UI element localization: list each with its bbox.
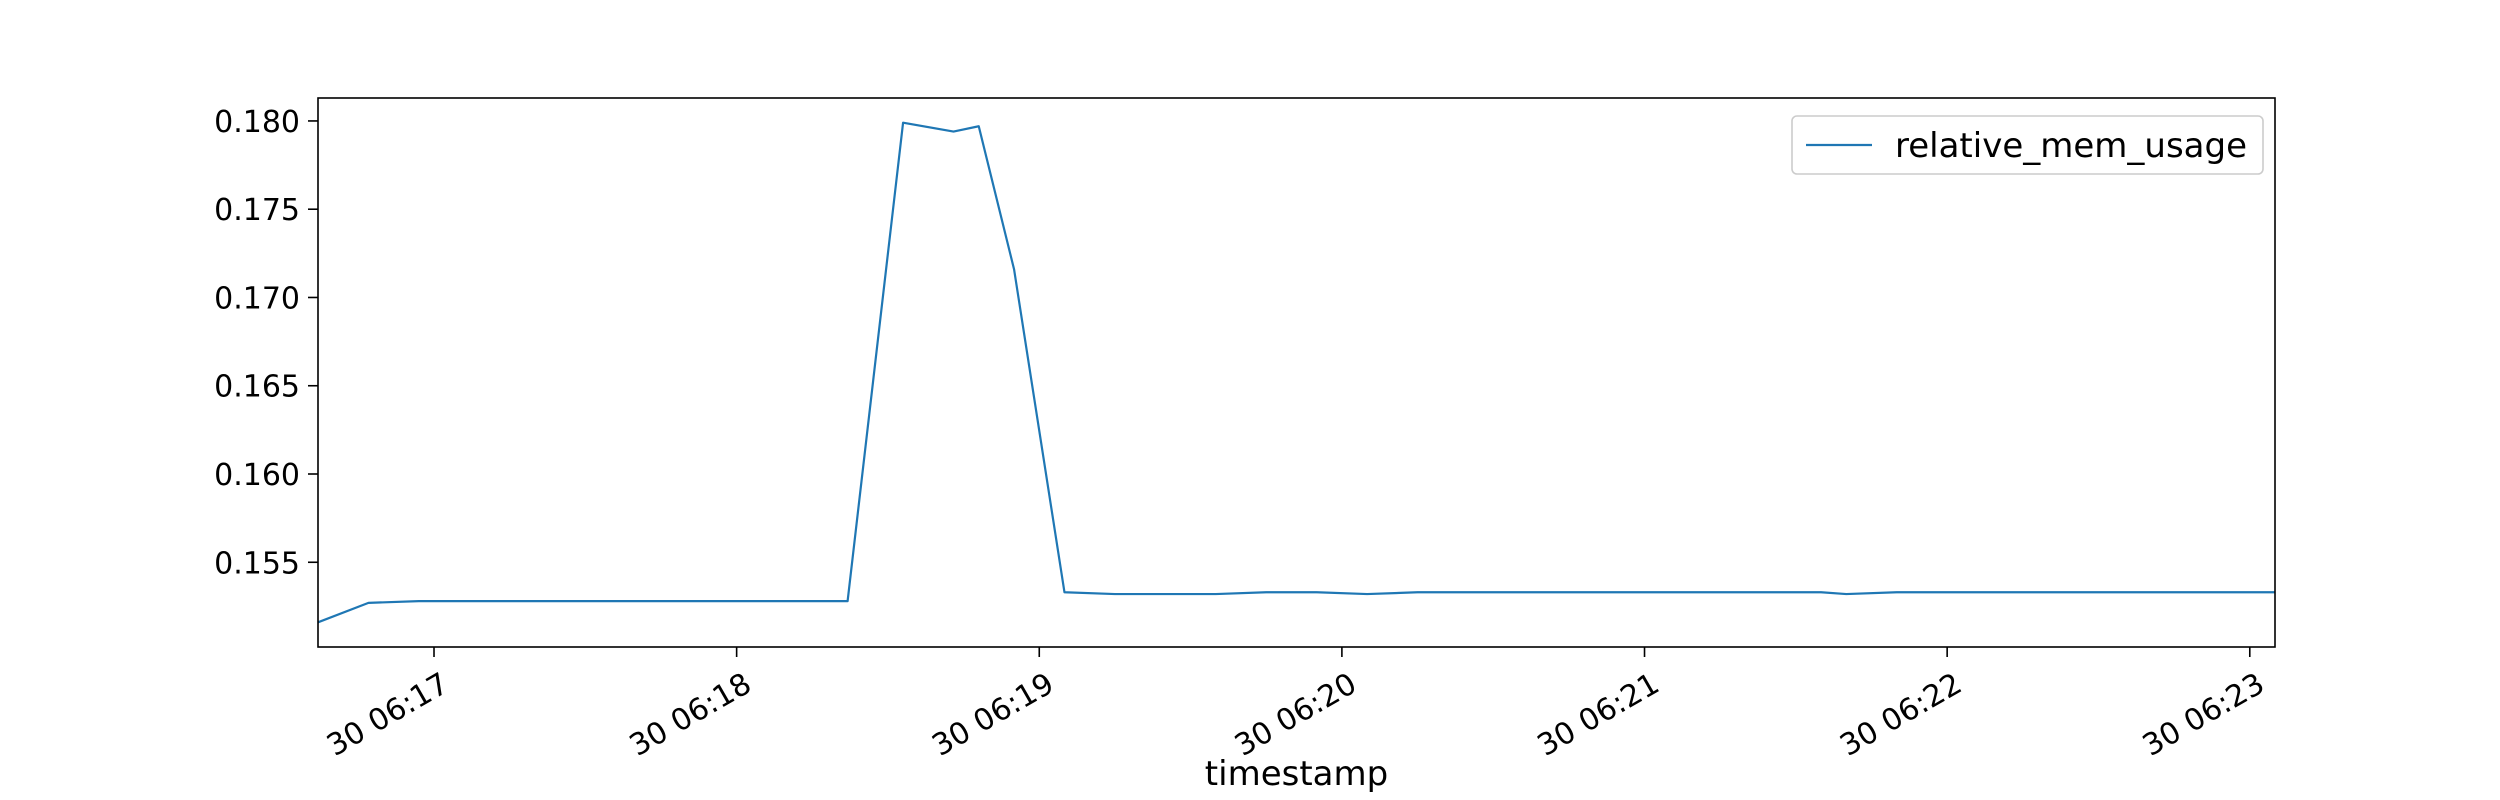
y-tick-label: 0.170: [214, 281, 300, 316]
y-axis: 0.155 0.160 0.165 0.170 0.175 0.180: [214, 105, 318, 581]
plot-frame: [317, 97, 2276, 648]
y-tick-label: 0.155: [214, 546, 300, 581]
x-tick-label: 30 06:19: [926, 666, 1060, 763]
x-axis-title: timestamp: [1205, 754, 1388, 794]
x-tick-label: 30 06:17: [321, 666, 455, 763]
y-tick-label: 0.175: [214, 193, 300, 228]
legend: relative_mem_usage: [1791, 115, 2264, 175]
x-tick-label: 30 06:22: [1834, 666, 1968, 763]
x-axis: 30 06:17 30 06:18 30 06:19 30 06:20 30 06:21…: [321, 647, 2271, 764]
legend-label: relative_mem_usage: [1895, 126, 2247, 166]
y-tick-label: 0.180: [214, 105, 300, 140]
series-layer: [317, 121, 2275, 624]
y-tick-label: 0.160: [214, 458, 300, 493]
y-tick-label: 0.165: [214, 370, 300, 405]
x-tick-label: 30 06:18: [624, 666, 758, 763]
series-line-relative_mem_usage: [317, 121, 2275, 624]
x-tick-label: 30 06:21: [1532, 666, 1666, 763]
x-tick-label: 30 06:23: [2137, 666, 2271, 763]
x-tick-label: 30 06:20: [1229, 666, 1363, 763]
legend-box: [1791, 115, 2264, 175]
